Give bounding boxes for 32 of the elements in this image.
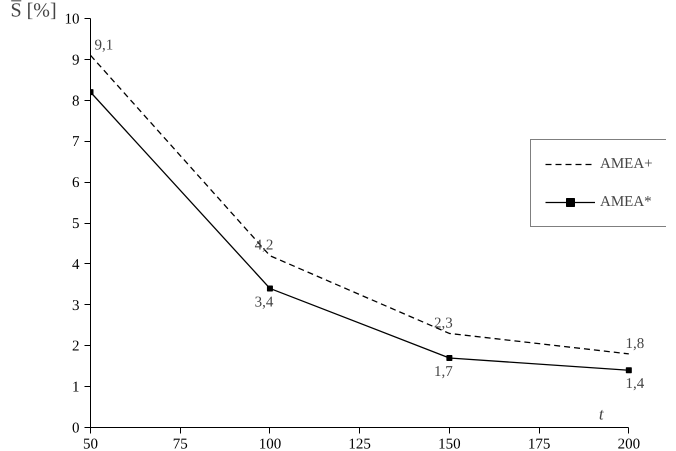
data-label: 2,3 bbox=[434, 315, 453, 332]
y-tick-label: 5 bbox=[72, 216, 80, 232]
data-label: 1,8 bbox=[625, 336, 644, 352]
legend-label: AMEA* bbox=[600, 194, 652, 210]
x-tick-label: 75 bbox=[172, 436, 188, 451]
legend-label: AMEA+ bbox=[600, 156, 653, 172]
x-tick-label: 50 bbox=[83, 436, 98, 451]
point bbox=[626, 367, 632, 374]
data-label: 9,1 bbox=[94, 37, 114, 54]
y-tick-label: 3 bbox=[72, 298, 80, 314]
data-label: 3,4 bbox=[254, 294, 274, 310]
y-tick-label: 2 bbox=[72, 338, 80, 355]
data-label: 4,2 bbox=[254, 238, 274, 254]
point bbox=[446, 354, 452, 361]
x-tick-label: 100 bbox=[258, 436, 282, 451]
y-tick-label: 7 bbox=[72, 134, 80, 150]
y-tick-label: 8 bbox=[72, 93, 80, 110]
y-tick-label: 9 bbox=[72, 52, 80, 68]
y-tick-label: 10 bbox=[64, 12, 80, 28]
y-tick-label: 0 bbox=[72, 420, 80, 436]
y-axis-title: S̅ [%] bbox=[10, 0, 57, 22]
y-tick-label: 1 bbox=[72, 380, 80, 396]
x-tick-label: 150 bbox=[438, 436, 461, 451]
y-tick-label: 6 bbox=[72, 175, 80, 192]
y-tick-label: 4 bbox=[72, 256, 80, 273]
x-axis-title: t bbox=[598, 404, 605, 424]
x-tick-label: 175 bbox=[528, 436, 550, 451]
point bbox=[266, 285, 273, 292]
x-tick-label: 125 bbox=[348, 436, 371, 451]
data-label: 1,4 bbox=[625, 376, 645, 392]
data-label: 1,7 bbox=[434, 364, 454, 380]
x-tick-label: 200 bbox=[618, 436, 640, 451]
